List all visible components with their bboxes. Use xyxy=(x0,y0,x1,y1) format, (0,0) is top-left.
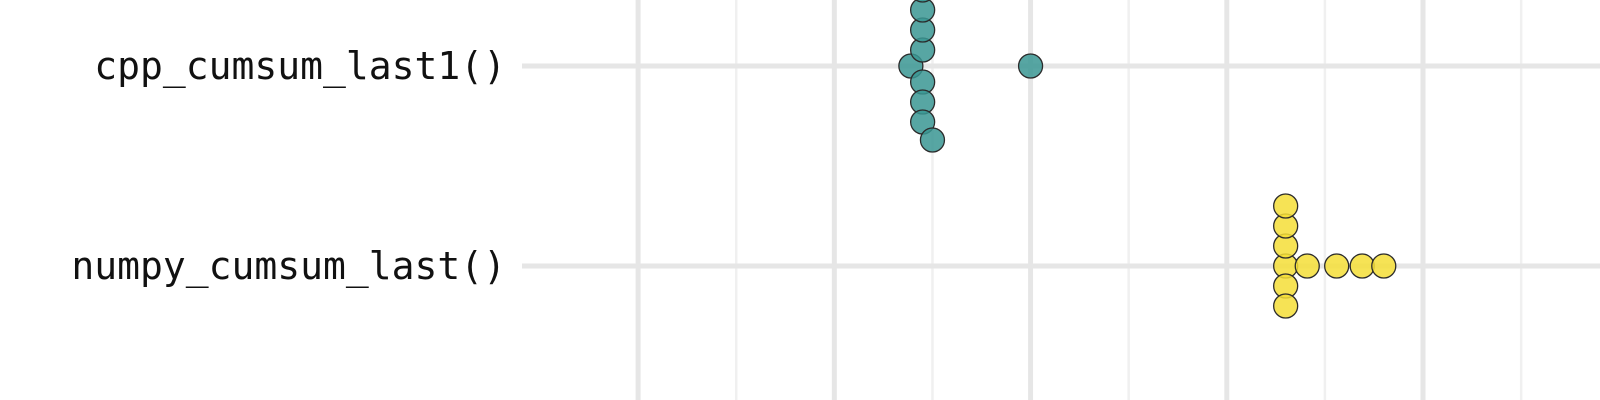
data-point xyxy=(1349,253,1375,279)
data-point xyxy=(909,0,936,23)
data-point xyxy=(1017,53,1044,79)
data-point xyxy=(1371,253,1397,279)
data-point xyxy=(914,0,931,3)
category-labels: cpp_cumsum_last1() numpy_cumsum_last() xyxy=(71,44,506,289)
data-point xyxy=(1294,253,1320,279)
data-point xyxy=(919,127,946,153)
data-points xyxy=(898,0,1397,319)
grid-layer xyxy=(522,0,1600,400)
data-point xyxy=(1324,253,1350,279)
category-label: cpp_cumsum_last1() xyxy=(94,44,506,89)
data-point xyxy=(1273,193,1299,219)
category-label: numpy_cumsum_last() xyxy=(71,244,506,289)
data-point xyxy=(1273,293,1299,319)
